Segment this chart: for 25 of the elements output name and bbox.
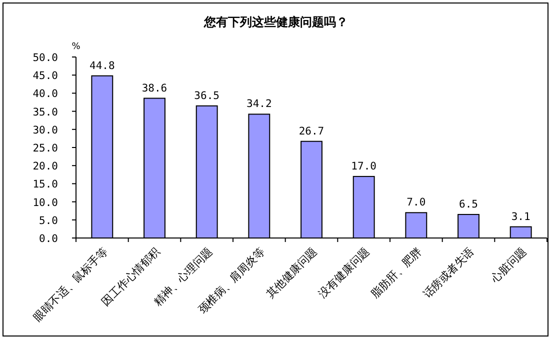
y-tick-label: 45.0 xyxy=(32,70,58,82)
x-tick-label: 心脏问题 xyxy=(488,244,529,286)
y-tick-label: 35.0 xyxy=(32,106,58,118)
y-tick-label: 10.0 xyxy=(32,196,58,209)
chart-title: 您有下列这些健康问题吗？ xyxy=(203,15,348,29)
y-tick-label: 30.0 xyxy=(32,124,58,136)
x-tick-label: 话痨或者失语 xyxy=(420,244,477,301)
y-tick-label: 20.0 xyxy=(32,160,58,173)
data-label: 7.0 xyxy=(406,196,426,209)
data-label: 38.6 xyxy=(142,82,168,94)
data-label: 36.5 xyxy=(194,90,220,102)
y-tick-label: 15.0 xyxy=(32,178,58,191)
y-tick-label: 50.0 xyxy=(32,52,58,64)
data-label: 44.8 xyxy=(90,60,115,72)
y-tick-label: 40.0 xyxy=(32,88,58,100)
data-label: 17.0 xyxy=(351,160,376,172)
data-label: 6.5 xyxy=(459,198,478,210)
data-label: 26.7 xyxy=(298,125,324,138)
data-label: 34.2 xyxy=(246,98,272,110)
y-axis-title: % xyxy=(72,42,81,52)
data-label: 3.1 xyxy=(511,210,530,223)
y-tick-label: 25.0 xyxy=(32,142,58,154)
x-tick-label: 没有健康问题 xyxy=(316,244,372,301)
y-tick-label: 0.0 xyxy=(39,233,58,245)
y-tick-label: 5.0 xyxy=(39,214,58,227)
